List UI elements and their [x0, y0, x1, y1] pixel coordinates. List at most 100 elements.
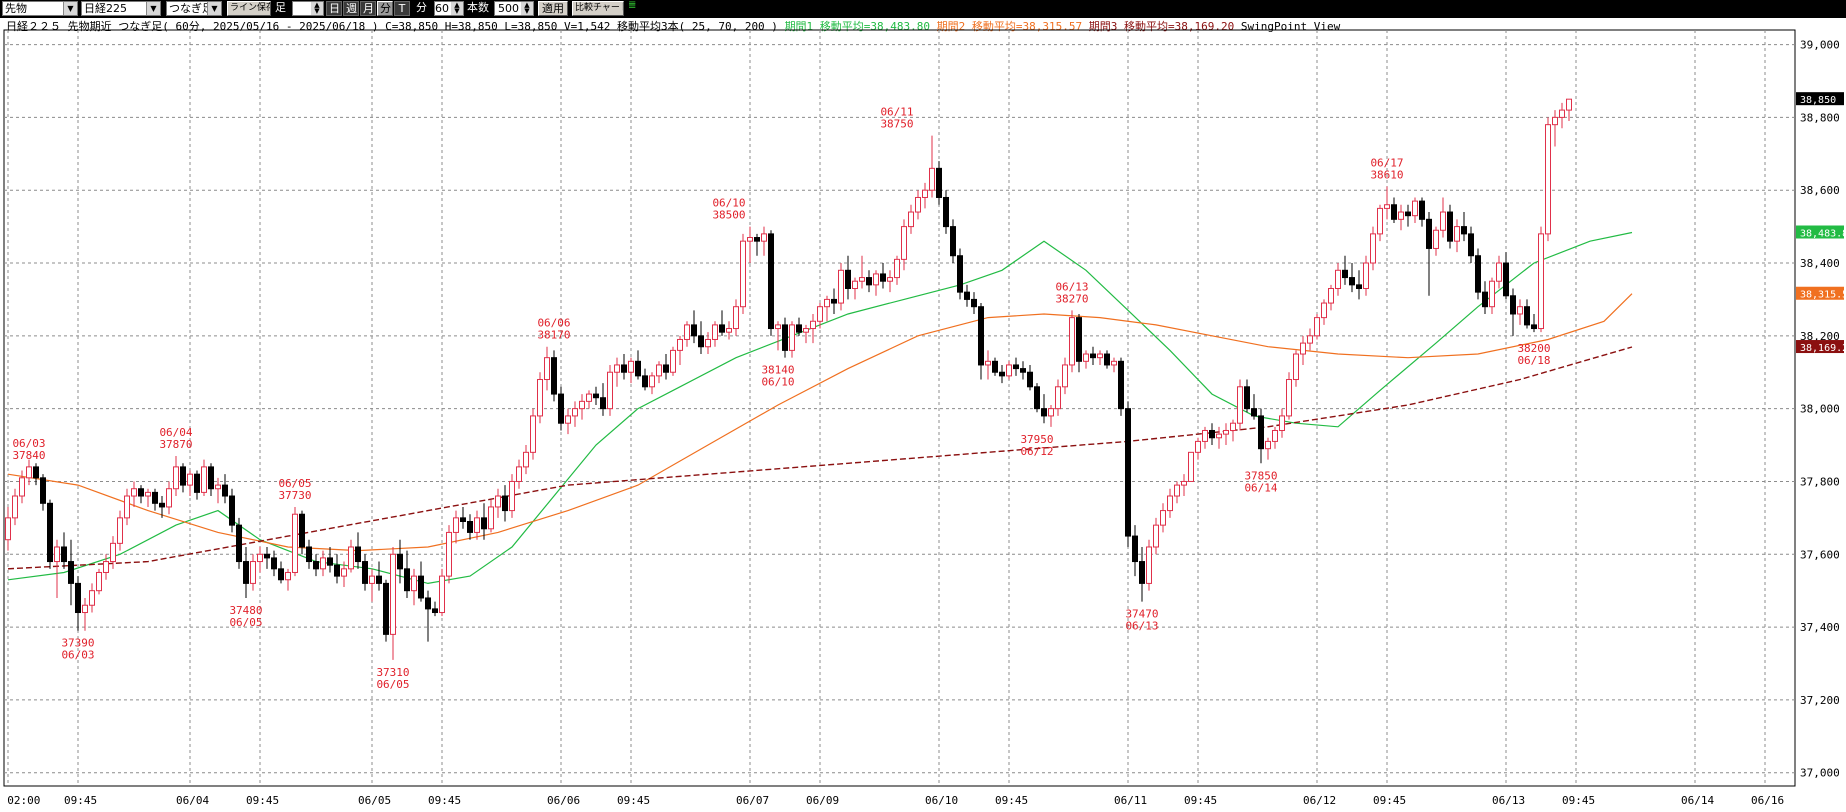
minutes-input[interactable]: 60 ▲ ▼: [434, 1, 464, 16]
candle-body: [719, 324, 725, 333]
candle-body: [663, 364, 669, 373]
chart-menu-icon[interactable]: ≡ ≡: [628, 1, 637, 12]
candle-body: [292, 513, 298, 573]
candle-body: [887, 277, 893, 282]
candle-body: [390, 553, 396, 635]
spinner-icon[interactable]: ▲ ▼: [311, 2, 323, 15]
spinner-icon[interactable]: ▲ ▼: [451, 2, 463, 15]
candle-body: [775, 324, 781, 330]
candle-body: [341, 568, 347, 577]
candle-body: [1398, 211, 1404, 220]
bar-type-select[interactable]: つなぎ足 ▼: [166, 1, 222, 16]
period-minute-button[interactable]: 分: [377, 1, 393, 16]
candle-body: [817, 306, 823, 322]
x-tick-label: 06/14: [1681, 794, 1714, 807]
chevron-down-icon: ▼: [63, 2, 77, 15]
candle-body: [1321, 302, 1327, 319]
candle-body: [789, 324, 795, 351]
candle-body: [978, 306, 984, 366]
swing-price-label: 37390: [61, 637, 94, 650]
y-tick-label: 37,800: [1800, 475, 1840, 488]
candle-body: [313, 561, 319, 570]
ashi-input[interactable]: ▲ ▼: [292, 1, 324, 16]
line-save-button[interactable]: ライン保存: [227, 1, 271, 16]
swing-date-label: 06/14: [1244, 481, 1277, 494]
count-input[interactable]: 500 ▲ ▼: [494, 1, 534, 16]
candle-body: [33, 466, 39, 479]
swing-date-label: 06/12: [1020, 445, 1053, 458]
candle-body: [1027, 371, 1033, 388]
compare-chart-button[interactable]: 比較チャート: [572, 1, 624, 16]
x-tick-label: 09:45: [995, 794, 1028, 807]
period-day-button[interactable]: 日: [326, 1, 342, 16]
candle-body: [1069, 317, 1075, 366]
candle-body: [1468, 233, 1474, 257]
candle-body: [705, 338, 711, 348]
candle-body: [1118, 360, 1124, 410]
swing-price-label: 38500: [712, 209, 745, 222]
candle-body: [1510, 295, 1516, 315]
candle-body: [999, 371, 1005, 377]
candle-body: [859, 277, 865, 282]
market-select[interactable]: 先物 ▼: [2, 1, 78, 16]
candle-body: [551, 357, 557, 395]
candle-body: [488, 506, 494, 530]
x-tick-label: 09:45: [1184, 794, 1217, 807]
swing-price-label: 37870: [159, 438, 192, 451]
period-week-button[interactable]: 週: [343, 1, 359, 16]
period-tick-button[interactable]: T: [394, 1, 410, 16]
swing-date-label: 06/05: [376, 678, 409, 691]
candle-body: [159, 502, 165, 508]
candle-body: [1517, 306, 1523, 315]
candle-body: [68, 561, 74, 584]
candle-body: [411, 575, 417, 592]
y-tick-label: 37,000: [1800, 767, 1840, 780]
x-tick-label: 09:45: [64, 794, 97, 807]
candle-body: [152, 491, 158, 504]
candle-body: [47, 502, 53, 563]
candle-body: [1503, 262, 1509, 297]
candle-body: [250, 561, 256, 584]
candle-body: [712, 324, 718, 340]
candlestick-chart[interactable]: 37,000 37,200 37,400 37,600 37,800 38,000 38,2…: [0, 18, 1846, 812]
candle-body: [628, 360, 634, 373]
candle-body: [1426, 218, 1432, 249]
period-month-button[interactable]: 月: [360, 1, 376, 16]
candle-body: [852, 280, 858, 289]
x-tick-label: 06/16: [1751, 794, 1784, 807]
candle-body: [229, 495, 235, 526]
candle-body: [264, 553, 270, 559]
candle-body: [768, 233, 774, 330]
candle-body: [1349, 277, 1355, 286]
candle-body: [1307, 335, 1313, 344]
candle-body: [1097, 353, 1103, 359]
price-marker-box: [1796, 92, 1844, 106]
spinner-icon[interactable]: ▲ ▼: [521, 2, 533, 15]
y-tick-label: 39,000: [1800, 39, 1840, 52]
price-marker-box: [1796, 340, 1844, 354]
candle-body: [320, 557, 326, 570]
candle-body: [1104, 353, 1110, 366]
candle-body: [985, 360, 991, 366]
candle-body: [670, 349, 676, 373]
candle-body: [285, 571, 291, 581]
candle-body: [19, 477, 25, 497]
swing-price-label: 38270: [1055, 292, 1088, 305]
candle-body: [425, 597, 431, 610]
candle-body: [1062, 364, 1068, 388]
y-tick-label: 37,600: [1800, 548, 1840, 561]
candle-body: [1132, 535, 1138, 563]
price-marker-box: [1796, 286, 1844, 300]
swing-price-label: 37470: [1125, 608, 1158, 621]
candle-body: [1230, 422, 1236, 431]
symbol-select[interactable]: 日経225 ▼: [81, 1, 161, 16]
apply-button[interactable]: 適用: [538, 1, 568, 16]
candle-body: [733, 306, 739, 330]
candle-body: [866, 277, 872, 286]
candle-body: [1251, 408, 1257, 417]
candle-body: [327, 557, 333, 566]
candle-body: [1377, 207, 1383, 235]
candle-body: [278, 568, 284, 581]
x-tick-label: 06/11: [1114, 794, 1147, 807]
candle-body: [376, 575, 382, 584]
